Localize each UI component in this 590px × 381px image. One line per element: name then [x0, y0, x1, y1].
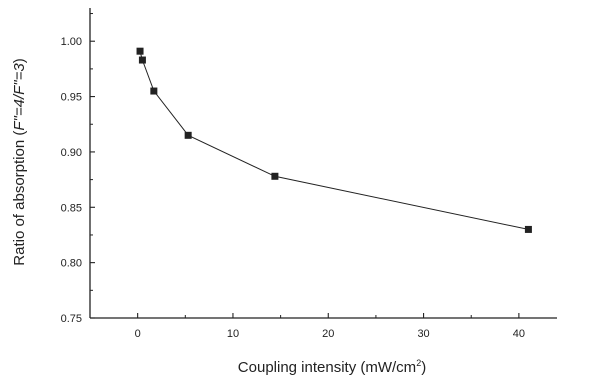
y-tick-label: 0.95: [61, 92, 82, 104]
x-tick-label: 10: [227, 328, 239, 340]
x-tick-label: 20: [322, 328, 334, 340]
y-tick-label: 0.90: [61, 147, 82, 159]
axes: [89, 8, 557, 319]
y-tick-label: 1.00: [61, 36, 82, 48]
y-tick-label: 0.85: [61, 202, 82, 214]
x-axis-title: Coupling intensity (mW/cm2): [238, 358, 426, 376]
data-point: [136, 47, 144, 55]
x-tick-label: 30: [417, 328, 429, 340]
data-point: [150, 87, 158, 95]
data-point: [271, 172, 279, 180]
series-line: [139, 51, 529, 230]
data-point: [524, 225, 532, 233]
series: [136, 47, 532, 233]
data-point: [138, 56, 146, 64]
data-point: [184, 131, 192, 139]
y-tick-label: 0.80: [61, 258, 82, 270]
y-tick-label: 0.75: [61, 313, 82, 325]
x-tick-label: 40: [513, 328, 525, 340]
y-axis-title: Ratio of absorption (F"=4/F"=3): [11, 58, 28, 265]
ticks: 0.75 0.80 0.85 0.90 0.95 1.00 0 10 20 30 40: [61, 13, 525, 340]
x-tick-label: 0: [135, 328, 141, 340]
